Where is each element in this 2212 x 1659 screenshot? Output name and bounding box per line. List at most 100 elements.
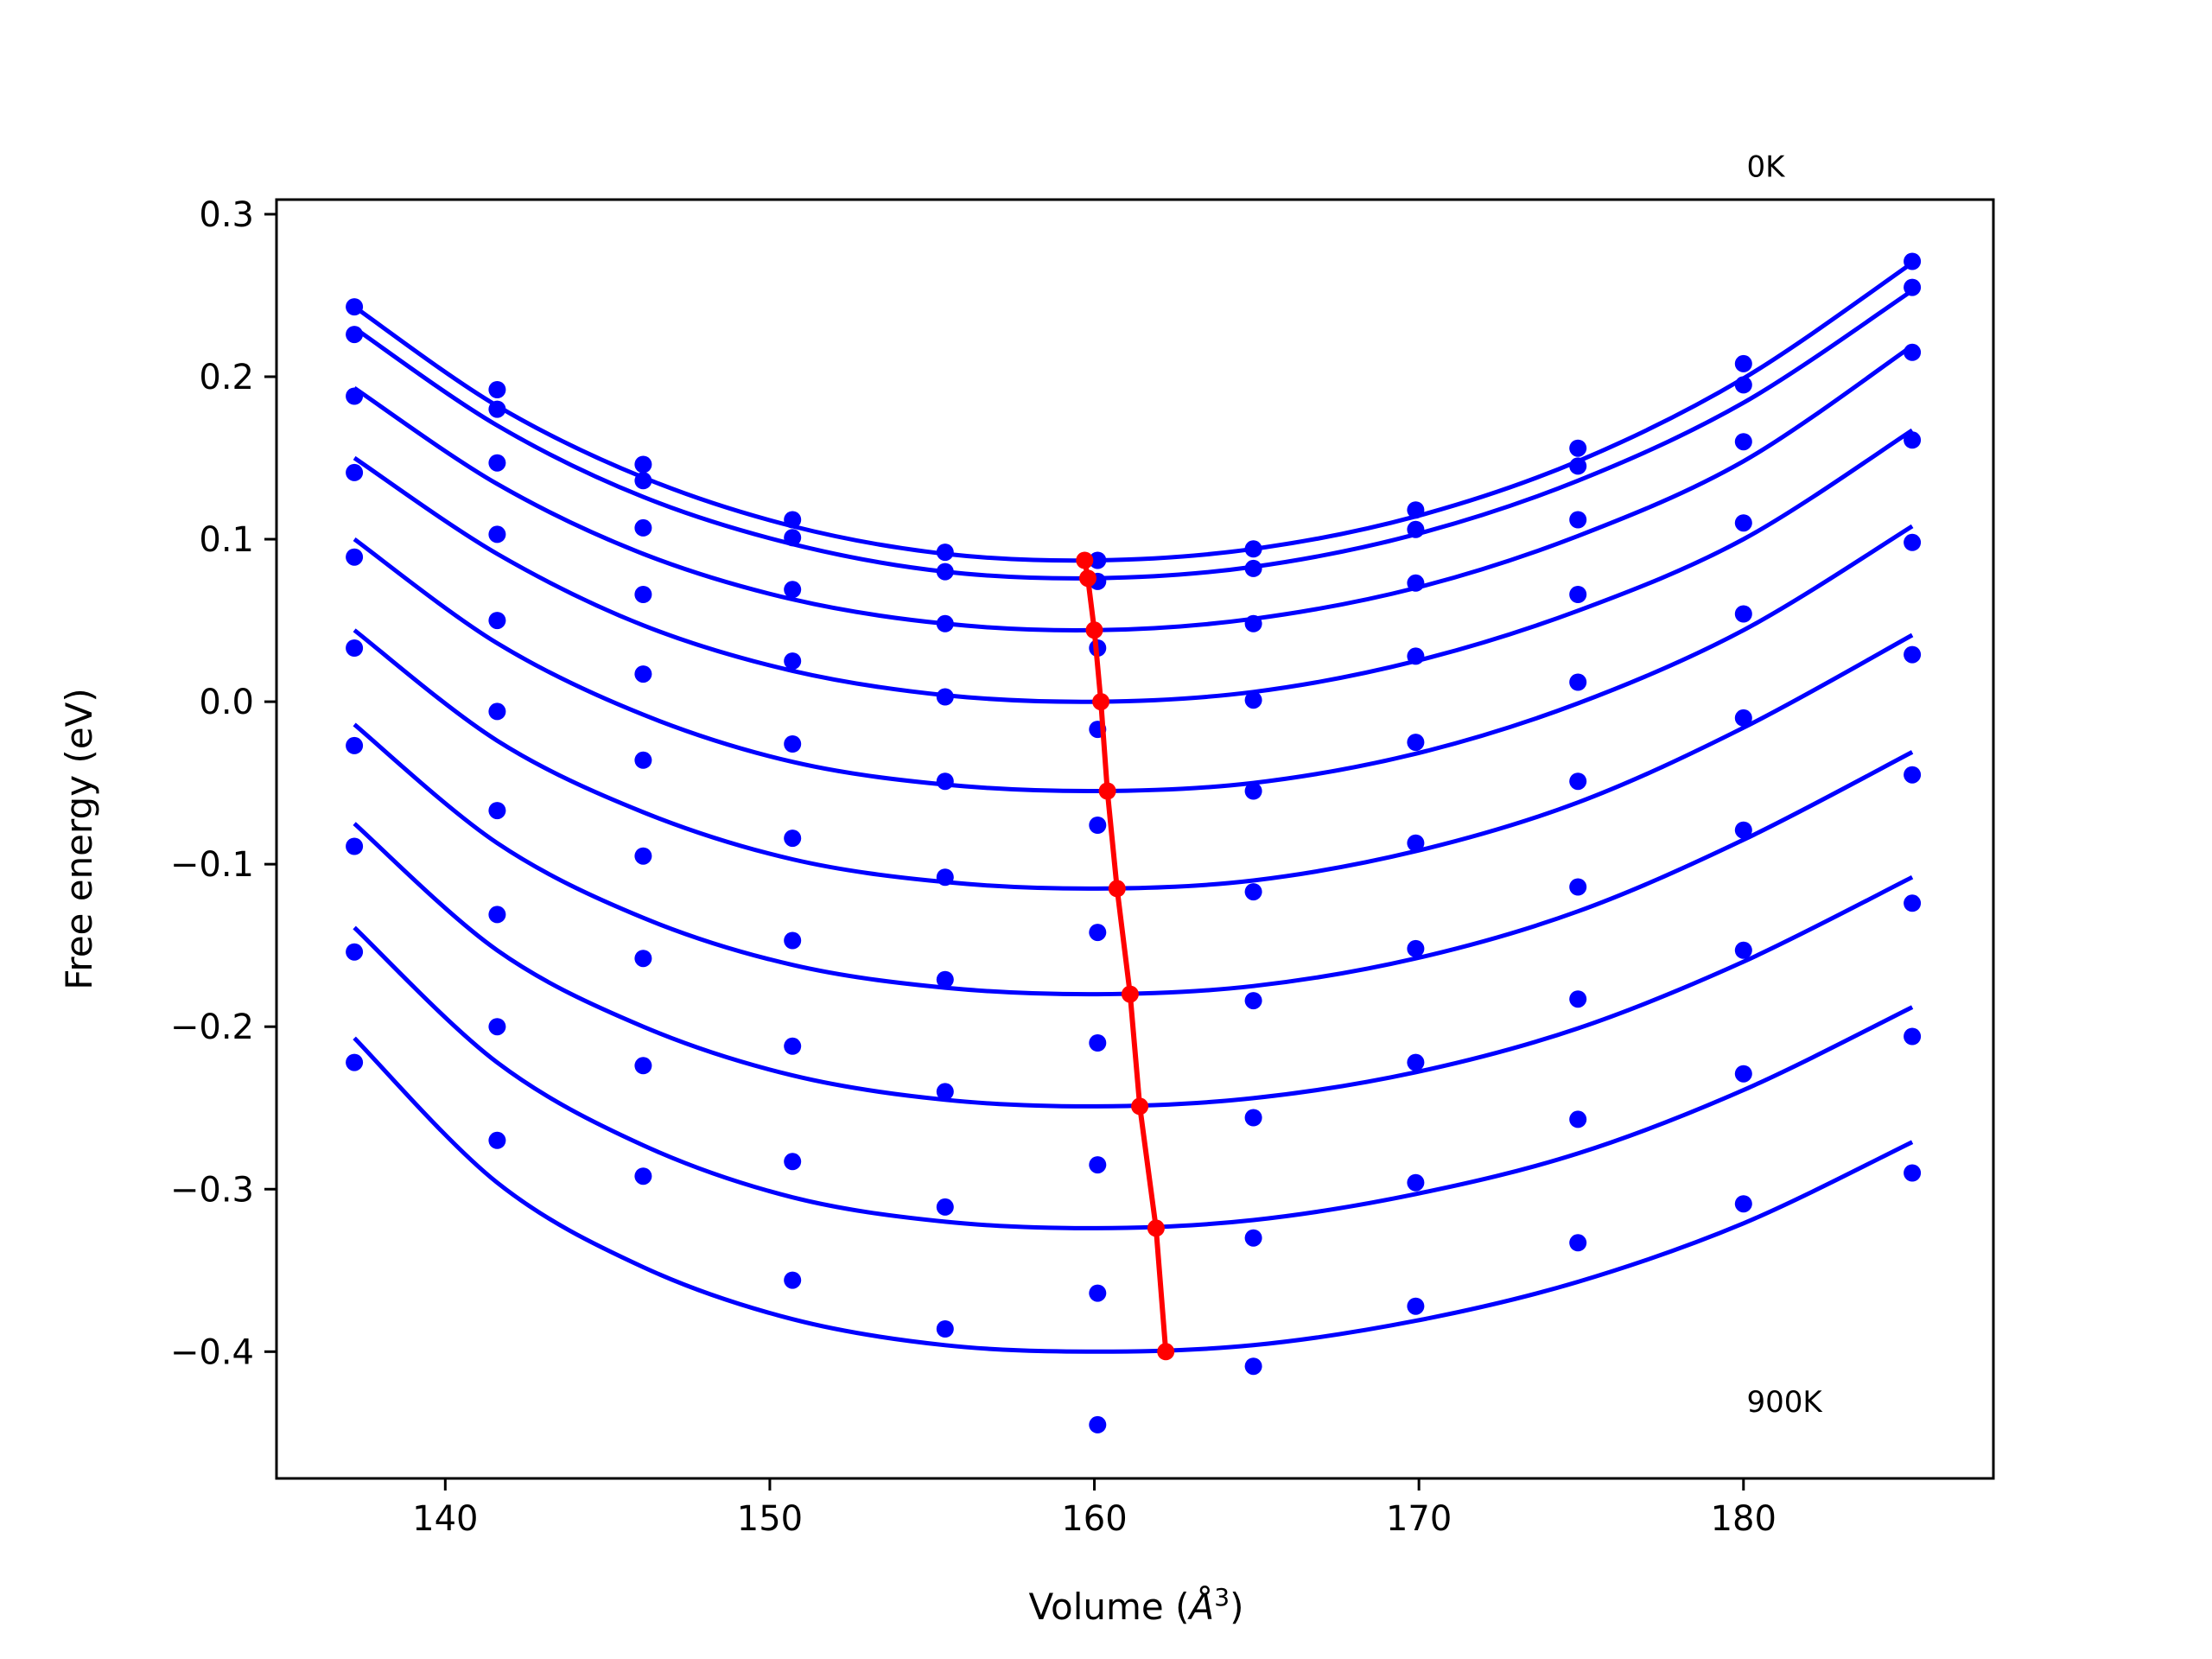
data-point-s2-10: [1904, 343, 1922, 361]
data-point-s0-8: [1569, 439, 1587, 457]
data-point-s5-2: [634, 751, 652, 769]
y-axis-ticks: 0.3 0.2 0.1 0.0 −0.1 −0.2 −0.3 −0.4: [170, 195, 276, 1372]
data-point-s2-3: [784, 581, 802, 599]
x-tick-label-1: 150: [737, 1499, 803, 1539]
data-point-s0-5: [1089, 551, 1107, 569]
data-point-s2-6: [1244, 614, 1262, 632]
y-tick-label-3: 0.0: [199, 683, 254, 722]
data-point-s2-1: [488, 454, 506, 472]
data-point-s0-2: [634, 455, 652, 474]
data-points: [346, 252, 1922, 1433]
data-point-s9-9: [1734, 1195, 1752, 1213]
data-point-s1-9: [1734, 376, 1752, 394]
minimum-point-7: [1131, 1097, 1149, 1116]
data-point-s9-1: [488, 1131, 506, 1149]
data-point-s3-7: [1407, 647, 1425, 665]
data-point-s1-2: [634, 472, 652, 490]
data-point-s8-9: [1734, 1065, 1752, 1083]
fit-curve-6: [353, 722, 1914, 997]
data-point-s9-7: [1407, 1297, 1425, 1315]
data-point-s5-7: [1407, 834, 1425, 852]
data-point-s2-0: [346, 387, 364, 405]
data-point-s1-10: [1904, 278, 1922, 296]
y-tick-label-5: −0.2: [170, 1007, 254, 1047]
data-point-s7-5: [1089, 1156, 1107, 1174]
x-axis-ticks: 140 150 160 170 180: [412, 1478, 1777, 1539]
y-tick-label-0: 0.3: [199, 195, 254, 235]
data-point-s7-1: [488, 906, 506, 924]
data-point-s6-8: [1569, 878, 1587, 896]
data-point-s4-1: [488, 612, 506, 630]
data-point-s7-8: [1569, 990, 1587, 1008]
x-tick-label-0: 140: [412, 1499, 478, 1539]
data-point-s1-6: [1244, 559, 1262, 577]
y-tick-label-1: 0.2: [199, 358, 254, 397]
data-point-s5-3: [784, 830, 802, 848]
data-point-s8-1: [488, 1018, 506, 1036]
data-point-s2-8: [1569, 511, 1587, 529]
data-point-s2-9: [1734, 433, 1752, 451]
data-point-s8-7: [1407, 1173, 1425, 1192]
minimum-point-5: [1108, 880, 1126, 898]
y-axis-label: Free energy (eV): [58, 688, 100, 990]
data-point-s0-3: [784, 511, 802, 529]
data-point-s6-7: [1407, 939, 1425, 957]
data-point-s9-4: [936, 1320, 954, 1338]
x-tick-label-4: 180: [1711, 1499, 1777, 1539]
data-point-s7-0: [346, 837, 364, 855]
data-point-s9-5: [1089, 1415, 1107, 1433]
data-point-s8-10: [1904, 1027, 1922, 1046]
data-point-s1-1: [488, 400, 506, 418]
data-point-s8-5: [1089, 1284, 1107, 1302]
data-point-s5-4: [936, 868, 954, 887]
data-point-s7-6: [1244, 1109, 1262, 1127]
minimum-point-8: [1147, 1219, 1165, 1237]
data-point-s3-9: [1734, 514, 1752, 532]
data-point-s8-8: [1569, 1110, 1587, 1128]
data-point-s2-2: [634, 518, 652, 537]
plot-frame: [275, 198, 1995, 1480]
data-point-s0-1: [488, 381, 506, 398]
data-point-s3-0: [346, 463, 364, 481]
data-point-s6-5: [1089, 1034, 1107, 1052]
data-point-s4-0: [346, 548, 364, 566]
data-point-s1-0: [346, 326, 364, 344]
data-point-s9-0: [346, 1053, 364, 1071]
data-point-s0-6: [1244, 540, 1262, 558]
data-point-s2-7: [1407, 574, 1425, 592]
data-point-s3-10: [1904, 431, 1922, 449]
minima-trace: [1076, 551, 1175, 1361]
data-point-s5-1: [488, 702, 506, 721]
data-point-s6-9: [1734, 821, 1752, 839]
data-point-s8-3: [784, 1153, 802, 1171]
data-point-s4-10: [1904, 533, 1922, 551]
minimum-point-6: [1121, 985, 1139, 1003]
data-point-s1-7: [1407, 520, 1425, 538]
minima-line: [1082, 559, 1169, 1352]
x-axis-label: Volume (Å3): [1029, 1583, 1244, 1628]
minimum-point-3: [1092, 693, 1110, 711]
data-point-s8-6: [1244, 1229, 1262, 1247]
y-tick-label-2: 0.1: [199, 520, 254, 560]
x-tick-label-2: 160: [1061, 1499, 1127, 1539]
data-point-s5-0: [346, 639, 364, 657]
data-point-s5-6: [1244, 883, 1262, 901]
data-point-s3-3: [784, 652, 802, 671]
fit-curve-7: [353, 822, 1914, 1109]
minimum-point-0: [1076, 551, 1094, 569]
data-point-s4-8: [1569, 673, 1587, 691]
y-tick-label-4: −0.1: [170, 845, 254, 885]
data-point-s4-9: [1734, 605, 1752, 623]
data-point-s0-7: [1407, 501, 1425, 519]
data-point-s6-3: [784, 931, 802, 950]
y-tick-label-6: −0.3: [170, 1170, 254, 1210]
data-point-s4-7: [1407, 734, 1425, 752]
data-point-s3-1: [488, 525, 506, 543]
data-point-s0-0: [346, 298, 364, 316]
data-point-s6-2: [634, 847, 652, 865]
data-point-s3-6: [1244, 691, 1262, 709]
data-point-s3-2: [634, 586, 652, 603]
data-point-s2-4: [936, 614, 954, 632]
data-point-s7-2: [634, 950, 652, 968]
